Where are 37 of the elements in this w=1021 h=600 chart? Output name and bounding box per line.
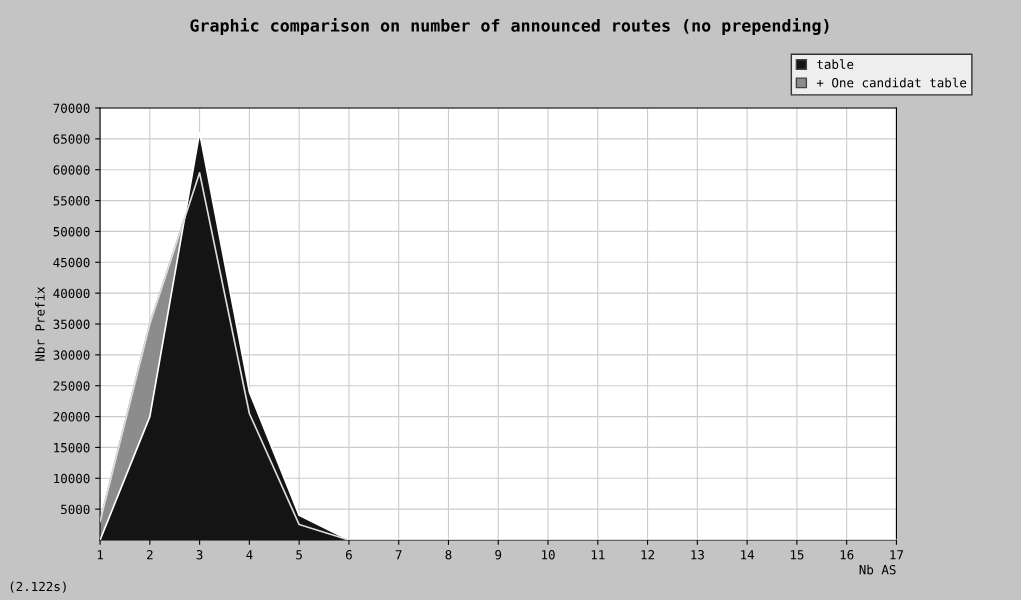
x-tick-label: 2 xyxy=(147,550,153,560)
x-tick-label: 4 xyxy=(246,550,253,560)
y-tick-label: 55000 xyxy=(53,196,90,206)
x-tick-label: 10 xyxy=(542,550,555,560)
x-tick-label: 7 xyxy=(395,550,402,560)
legend-label: table xyxy=(817,59,854,69)
y-tick-label: 30000 xyxy=(53,350,90,360)
x-tick-label: 16 xyxy=(840,550,854,560)
y-tick-label: 40000 xyxy=(53,288,90,299)
y-axis-title: Nbr Prefix xyxy=(35,286,45,361)
y-tick-label: 25000 xyxy=(53,381,90,391)
x-tick-label: 17 xyxy=(890,550,904,560)
x-tick-label: 15 xyxy=(790,550,804,560)
y-tick-label: 5000 xyxy=(61,504,90,515)
y-tick-label: 45000 xyxy=(53,257,90,268)
y-tick-label: 50000 xyxy=(53,226,90,237)
y-tick-label: 35000 xyxy=(53,319,90,329)
x-tick-label: 8 xyxy=(445,550,452,560)
x-tick-label: 13 xyxy=(691,550,704,560)
x-axis-title: Nb AS xyxy=(859,564,896,575)
x-tick-label: 14 xyxy=(741,550,755,560)
x-tick-label: 6 xyxy=(345,550,352,560)
y-tick-label: 60000 xyxy=(53,165,90,175)
y-tick-label: 70000 xyxy=(53,103,90,113)
y-tick-label: 65000 xyxy=(53,134,90,144)
x-tick-label: 9 xyxy=(495,550,502,560)
legend-label: + One candidat table xyxy=(816,77,967,88)
x-tick-label: 5 xyxy=(296,550,302,560)
y-tick-label: 15000 xyxy=(54,442,90,453)
y-tick-label: 20000 xyxy=(53,412,90,422)
x-tick-label: 1 xyxy=(97,550,103,560)
x-tick-label: 11 xyxy=(591,550,605,560)
text: (2.122s) xyxy=(10,581,66,593)
x-tick-label: 12 xyxy=(641,550,655,560)
x-tick-label: 3 xyxy=(196,550,203,560)
chart-title: Graphic comparison on number of announced routes (no prepending) xyxy=(190,18,829,36)
y-tick-label: 10000 xyxy=(54,473,90,484)
